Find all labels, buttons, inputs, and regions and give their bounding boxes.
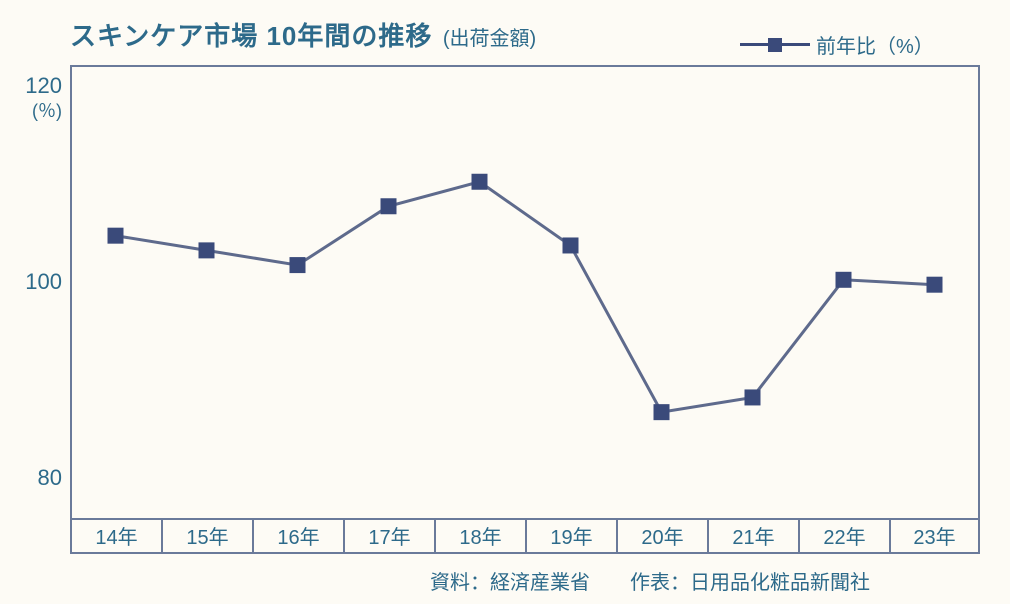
chart-credits: 資料：経済産業省 作表：日用品化粧品新聞社	[430, 566, 870, 595]
x-tick-label: 22年	[823, 521, 865, 550]
x-tick-label: 15年	[186, 521, 228, 550]
series-marker-icon	[927, 277, 943, 293]
chart-title-main: スキンケア市場 10年間の推移	[70, 21, 432, 51]
y-axis-unit: (％)	[12, 97, 62, 123]
series-marker-icon	[199, 242, 215, 258]
chart-title-sub: (出荷金額)	[443, 28, 536, 50]
series-marker-icon	[745, 389, 761, 405]
x-tick-label: 20年	[641, 521, 683, 550]
x-tick-cell: 17年	[343, 518, 434, 554]
legend-label: 前年比（%）	[816, 30, 934, 59]
y-tick-label: 100	[12, 269, 62, 295]
series-marker-icon	[381, 198, 397, 214]
series-marker-icon	[472, 174, 488, 190]
chart-legend: 前年比（%）	[740, 30, 934, 59]
x-tick-label: 14年	[95, 521, 137, 550]
chart-container: { "chart": { "type": "line", "title_main…	[0, 0, 1010, 604]
x-tick-cell: 19年	[525, 518, 616, 554]
series-marker-icon	[563, 237, 579, 253]
x-tick-cell: 20年	[616, 518, 707, 554]
chart-title: スキンケア市場 10年間の推移 (出荷金額)	[70, 16, 536, 53]
y-tick-label: 120	[12, 73, 62, 99]
series-marker-icon	[290, 257, 306, 273]
x-tick-cell: 16年	[252, 518, 343, 554]
x-tick-label: 17年	[368, 521, 410, 550]
x-tick-label: 19年	[550, 521, 592, 550]
x-tick-cell: 21年	[707, 518, 798, 554]
credit-source: 経済産業省	[490, 572, 590, 594]
series-marker-icon	[836, 272, 852, 288]
y-tick-label: 80	[12, 465, 62, 491]
x-tick-label: 16年	[277, 521, 319, 550]
data-series	[72, 67, 982, 522]
credit-gap	[590, 572, 630, 594]
plot-area	[70, 65, 980, 520]
credit-author-label: 作表：	[630, 572, 690, 594]
x-tick-label: 18年	[459, 521, 501, 550]
x-tick-cell: 22年	[798, 518, 889, 554]
series-marker-icon	[108, 228, 124, 244]
series-line	[116, 182, 935, 412]
x-tick-cell: 14年	[70, 518, 161, 554]
legend-marker-icon	[768, 38, 782, 52]
credit-source-label: 資料：	[430, 572, 490, 594]
legend-line-right	[782, 43, 810, 46]
x-tick-cell: 18年	[434, 518, 525, 554]
x-tick-label: 23年	[913, 521, 955, 550]
x-tick-label: 21年	[732, 521, 774, 550]
x-tick-cell: 23年	[889, 518, 980, 554]
x-tick-cell: 15年	[161, 518, 252, 554]
legend-line-left	[740, 43, 768, 46]
credit-author: 日用品化粧品新聞社	[690, 572, 870, 594]
series-marker-icon	[654, 404, 670, 420]
